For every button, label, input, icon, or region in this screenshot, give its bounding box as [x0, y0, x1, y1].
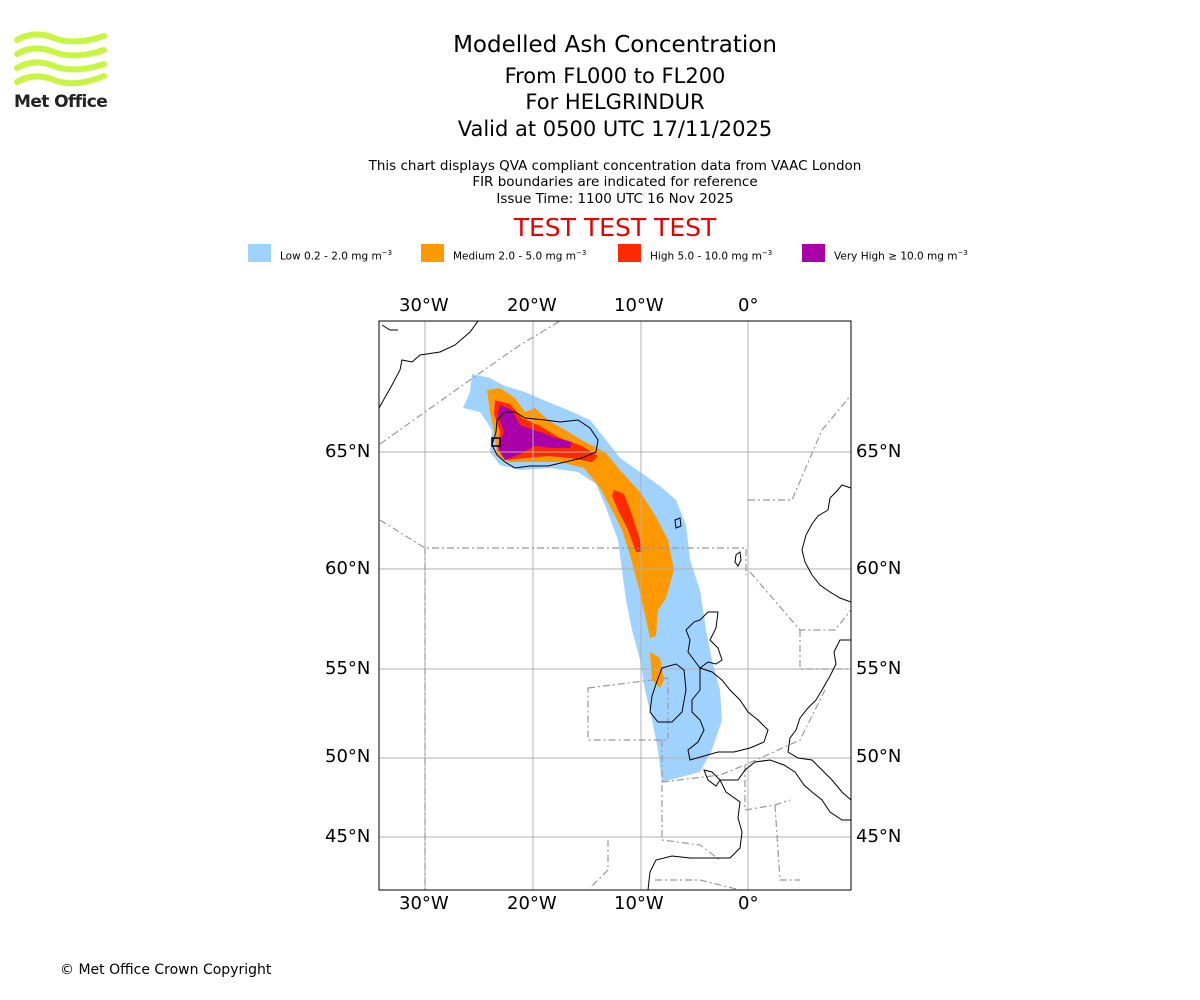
lat-label-right-45n: 45°N	[856, 826, 902, 847]
legend-range-very-high: ≥ 10.0 mg m	[888, 250, 958, 263]
logo-text: Met Office	[14, 92, 108, 112]
met-office-logo: Met Office	[14, 30, 108, 112]
ash-area-very-high	[498, 405, 572, 460]
lat-label-right-60n: 60°N	[856, 558, 902, 579]
issue-time: Issue Time: 1100 UTC 16 Nov 2025	[496, 191, 734, 207]
lon-label-bottom-20w: 20°W	[507, 893, 557, 914]
lon-label-bottom-0: 0°	[738, 893, 759, 914]
lon-label-bottom-10w: 10°W	[614, 893, 664, 914]
lon-label-bottom-30w: 30°W	[399, 893, 449, 914]
legend-exp-very-high: −3	[957, 249, 968, 257]
lat-label-left-55n: 55°N	[325, 658, 371, 679]
map-frame	[378, 320, 852, 891]
chart-title: Modelled Ash Concentration	[453, 32, 777, 58]
legend-name-low: Low	[280, 250, 301, 263]
volcano-source-marker	[491, 437, 501, 447]
lat-label-right-50n: 50°N	[856, 746, 902, 767]
test-banner: TEST TEST TEST	[513, 213, 717, 242]
lat-label-left-45n: 45°N	[325, 826, 371, 847]
lat-label-right-55n: 55°N	[856, 658, 902, 679]
legend-exp-low: −3	[381, 249, 393, 257]
legend-name-very-high: Very High	[834, 250, 885, 263]
legend-name-high: High	[650, 250, 675, 263]
ash-area-high-mid	[612, 490, 642, 552]
legend-swatch-low	[248, 244, 271, 262]
met-office-wave-icon	[14, 31, 107, 87]
copyright: © Met Office Crown Copyright	[60, 962, 272, 978]
legend-exp-medium: −3	[576, 249, 587, 257]
valid-time: Valid at 0500 UTC 17/11/2025	[457, 117, 773, 141]
legend-swatch-high	[618, 244, 641, 262]
info-line-fir: FIR boundaries are indicated for referen…	[472, 174, 758, 190]
legend-exp-high: −3	[761, 249, 773, 257]
coastlines	[379, 321, 851, 890]
lat-label-right-65n: 65°N	[856, 441, 902, 462]
lon-label-top-0: 0°	[738, 295, 759, 316]
info-line-qva: This chart displays QVA compliant concen…	[368, 158, 862, 174]
legend-name-medium: Medium	[453, 250, 495, 263]
fir-boundaries	[379, 321, 851, 890]
legend-range-high: 5.0 - 10.0 mg m	[677, 250, 762, 263]
lon-label-top-10w: 10°W	[614, 295, 664, 316]
ash-area-medium-south	[650, 652, 664, 688]
legend-swatch-medium	[421, 244, 444, 262]
legend-range-low: 0.2 - 2.0 mg m	[304, 250, 382, 263]
lat-label-left-60n: 60°N	[325, 558, 371, 579]
graticule	[379, 321, 851, 890]
lon-label-top-20w: 20°W	[507, 295, 557, 316]
flight-level-range: From FL000 to FL200	[504, 64, 726, 88]
legend-range-medium: 2.0 - 5.0 mg m	[498, 250, 577, 263]
lat-label-left-65n: 65°N	[325, 441, 371, 462]
volcano-name: For HELGRINDUR	[525, 90, 705, 114]
lat-label-left-50n: 50°N	[325, 746, 371, 767]
lon-label-top-30w: 30°W	[399, 295, 449, 316]
legend-swatch-very-high	[802, 244, 825, 262]
